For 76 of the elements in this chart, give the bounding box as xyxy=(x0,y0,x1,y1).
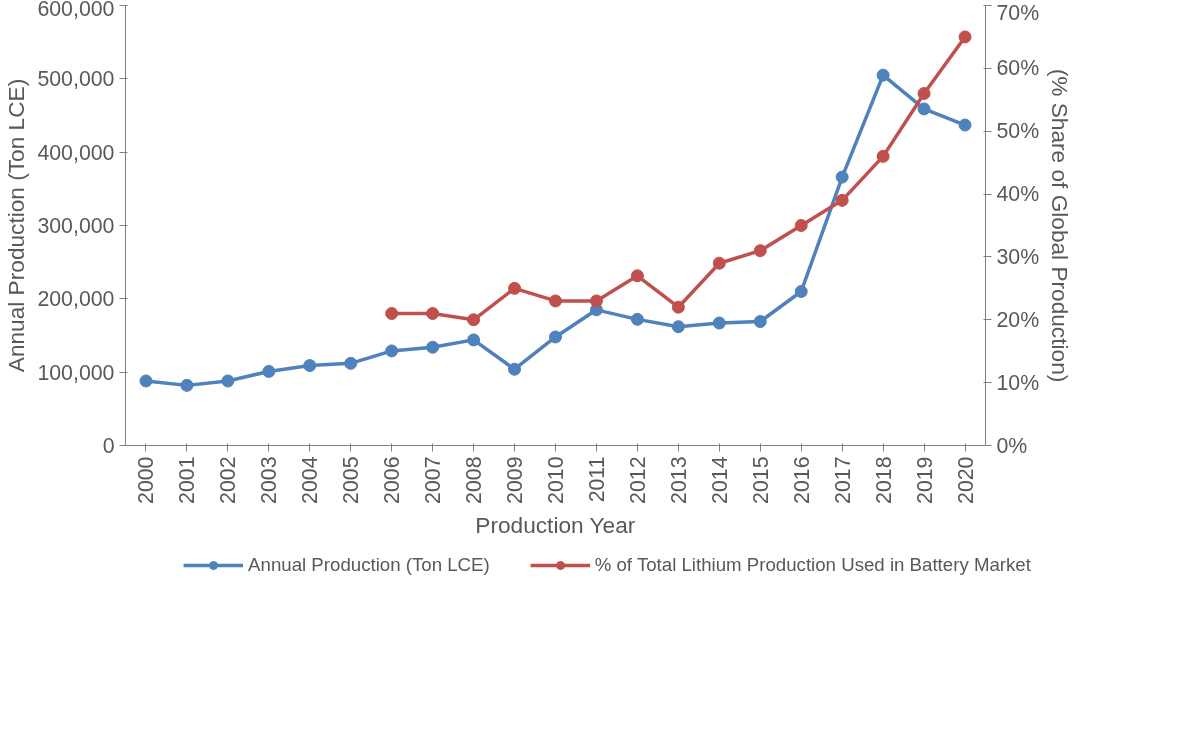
point xyxy=(589,294,603,308)
point xyxy=(958,30,972,44)
point xyxy=(958,118,972,132)
x-tick-label: 2018 xyxy=(871,456,896,504)
y2-tick-label: 50% xyxy=(996,119,1040,144)
legend-label: Annual Production (Ton LCE) xyxy=(248,554,490,576)
point xyxy=(344,356,358,370)
point xyxy=(671,300,685,314)
y2-tick-label: 40% xyxy=(996,182,1040,207)
point xyxy=(385,344,399,358)
point xyxy=(917,102,931,116)
point xyxy=(549,330,562,344)
x-tick-label: 2019 xyxy=(912,456,937,504)
x-tick-label: 2005 xyxy=(339,456,364,504)
point xyxy=(426,340,440,354)
point xyxy=(753,244,767,258)
y2-tick-label: 0% xyxy=(996,433,1028,458)
point xyxy=(671,320,685,334)
y2-tick-label: 10% xyxy=(996,370,1040,395)
x-tick-label: 2002 xyxy=(216,456,241,504)
x-tick-label: 2004 xyxy=(298,456,323,504)
y-tick-label: 200,000 xyxy=(37,287,115,312)
point xyxy=(508,281,522,295)
x-tick-label: 2006 xyxy=(380,456,405,504)
point xyxy=(630,312,644,326)
point xyxy=(835,170,849,184)
x-tick-label: 2009 xyxy=(503,456,528,504)
x-axis-title: Production Year xyxy=(475,511,636,538)
y-axis-title: Annual Production (Ton LCE) xyxy=(3,78,30,373)
y2-tick-label: 20% xyxy=(996,307,1040,332)
x-tick-label: 2013 xyxy=(666,456,691,504)
y-tick-label: 0 xyxy=(102,434,115,458)
y-tick-label: 100,000 xyxy=(37,360,115,385)
x-tick-label: 2017 xyxy=(830,456,855,504)
y-tick-label: 300,000 xyxy=(37,214,115,238)
y-tick-label: 400,000 xyxy=(37,140,115,165)
legend-label: % of Total Lithium Production Used in Battery Market xyxy=(594,554,1031,576)
point xyxy=(712,256,726,270)
x-tick-label: 2016 xyxy=(789,456,814,504)
point xyxy=(262,364,276,378)
point xyxy=(508,362,522,376)
point xyxy=(917,87,931,100)
point xyxy=(794,219,808,232)
x-tick-label: 2014 xyxy=(707,456,732,504)
point xyxy=(876,68,890,82)
y2-tick-label: 70% xyxy=(996,0,1040,25)
point xyxy=(712,316,726,330)
y2-axis-title: (% Share of Global Production) xyxy=(1047,68,1074,383)
point xyxy=(630,269,644,283)
point xyxy=(467,333,481,347)
y-tick-label: 500,000 xyxy=(37,67,115,92)
y2-tick-label: 30% xyxy=(996,244,1040,269)
x-tick-label: 2020 xyxy=(953,456,978,504)
x-tick-label: 2011 xyxy=(584,456,609,503)
x-tick-label: 2010 xyxy=(544,456,568,504)
point xyxy=(876,149,890,163)
point xyxy=(303,359,317,373)
x-tick-label: 2008 xyxy=(462,456,487,504)
point xyxy=(794,285,808,298)
x-tick-label: 2003 xyxy=(257,456,282,504)
point xyxy=(180,378,194,392)
point xyxy=(549,294,562,308)
point xyxy=(753,315,767,329)
point xyxy=(467,313,481,327)
point xyxy=(221,374,235,388)
x-tick-label: 2015 xyxy=(748,456,773,504)
x-tick-label: 2007 xyxy=(421,456,446,504)
x-tick-label: 2001 xyxy=(175,456,200,504)
x-tick-label: 2000 xyxy=(134,456,159,504)
y2-tick-label: 60% xyxy=(996,56,1040,81)
y-tick-label: 600,000 xyxy=(37,0,115,21)
point xyxy=(385,307,399,320)
x-tick-label: 2012 xyxy=(625,456,650,504)
point xyxy=(835,193,849,207)
point xyxy=(426,307,440,320)
point xyxy=(139,374,153,388)
